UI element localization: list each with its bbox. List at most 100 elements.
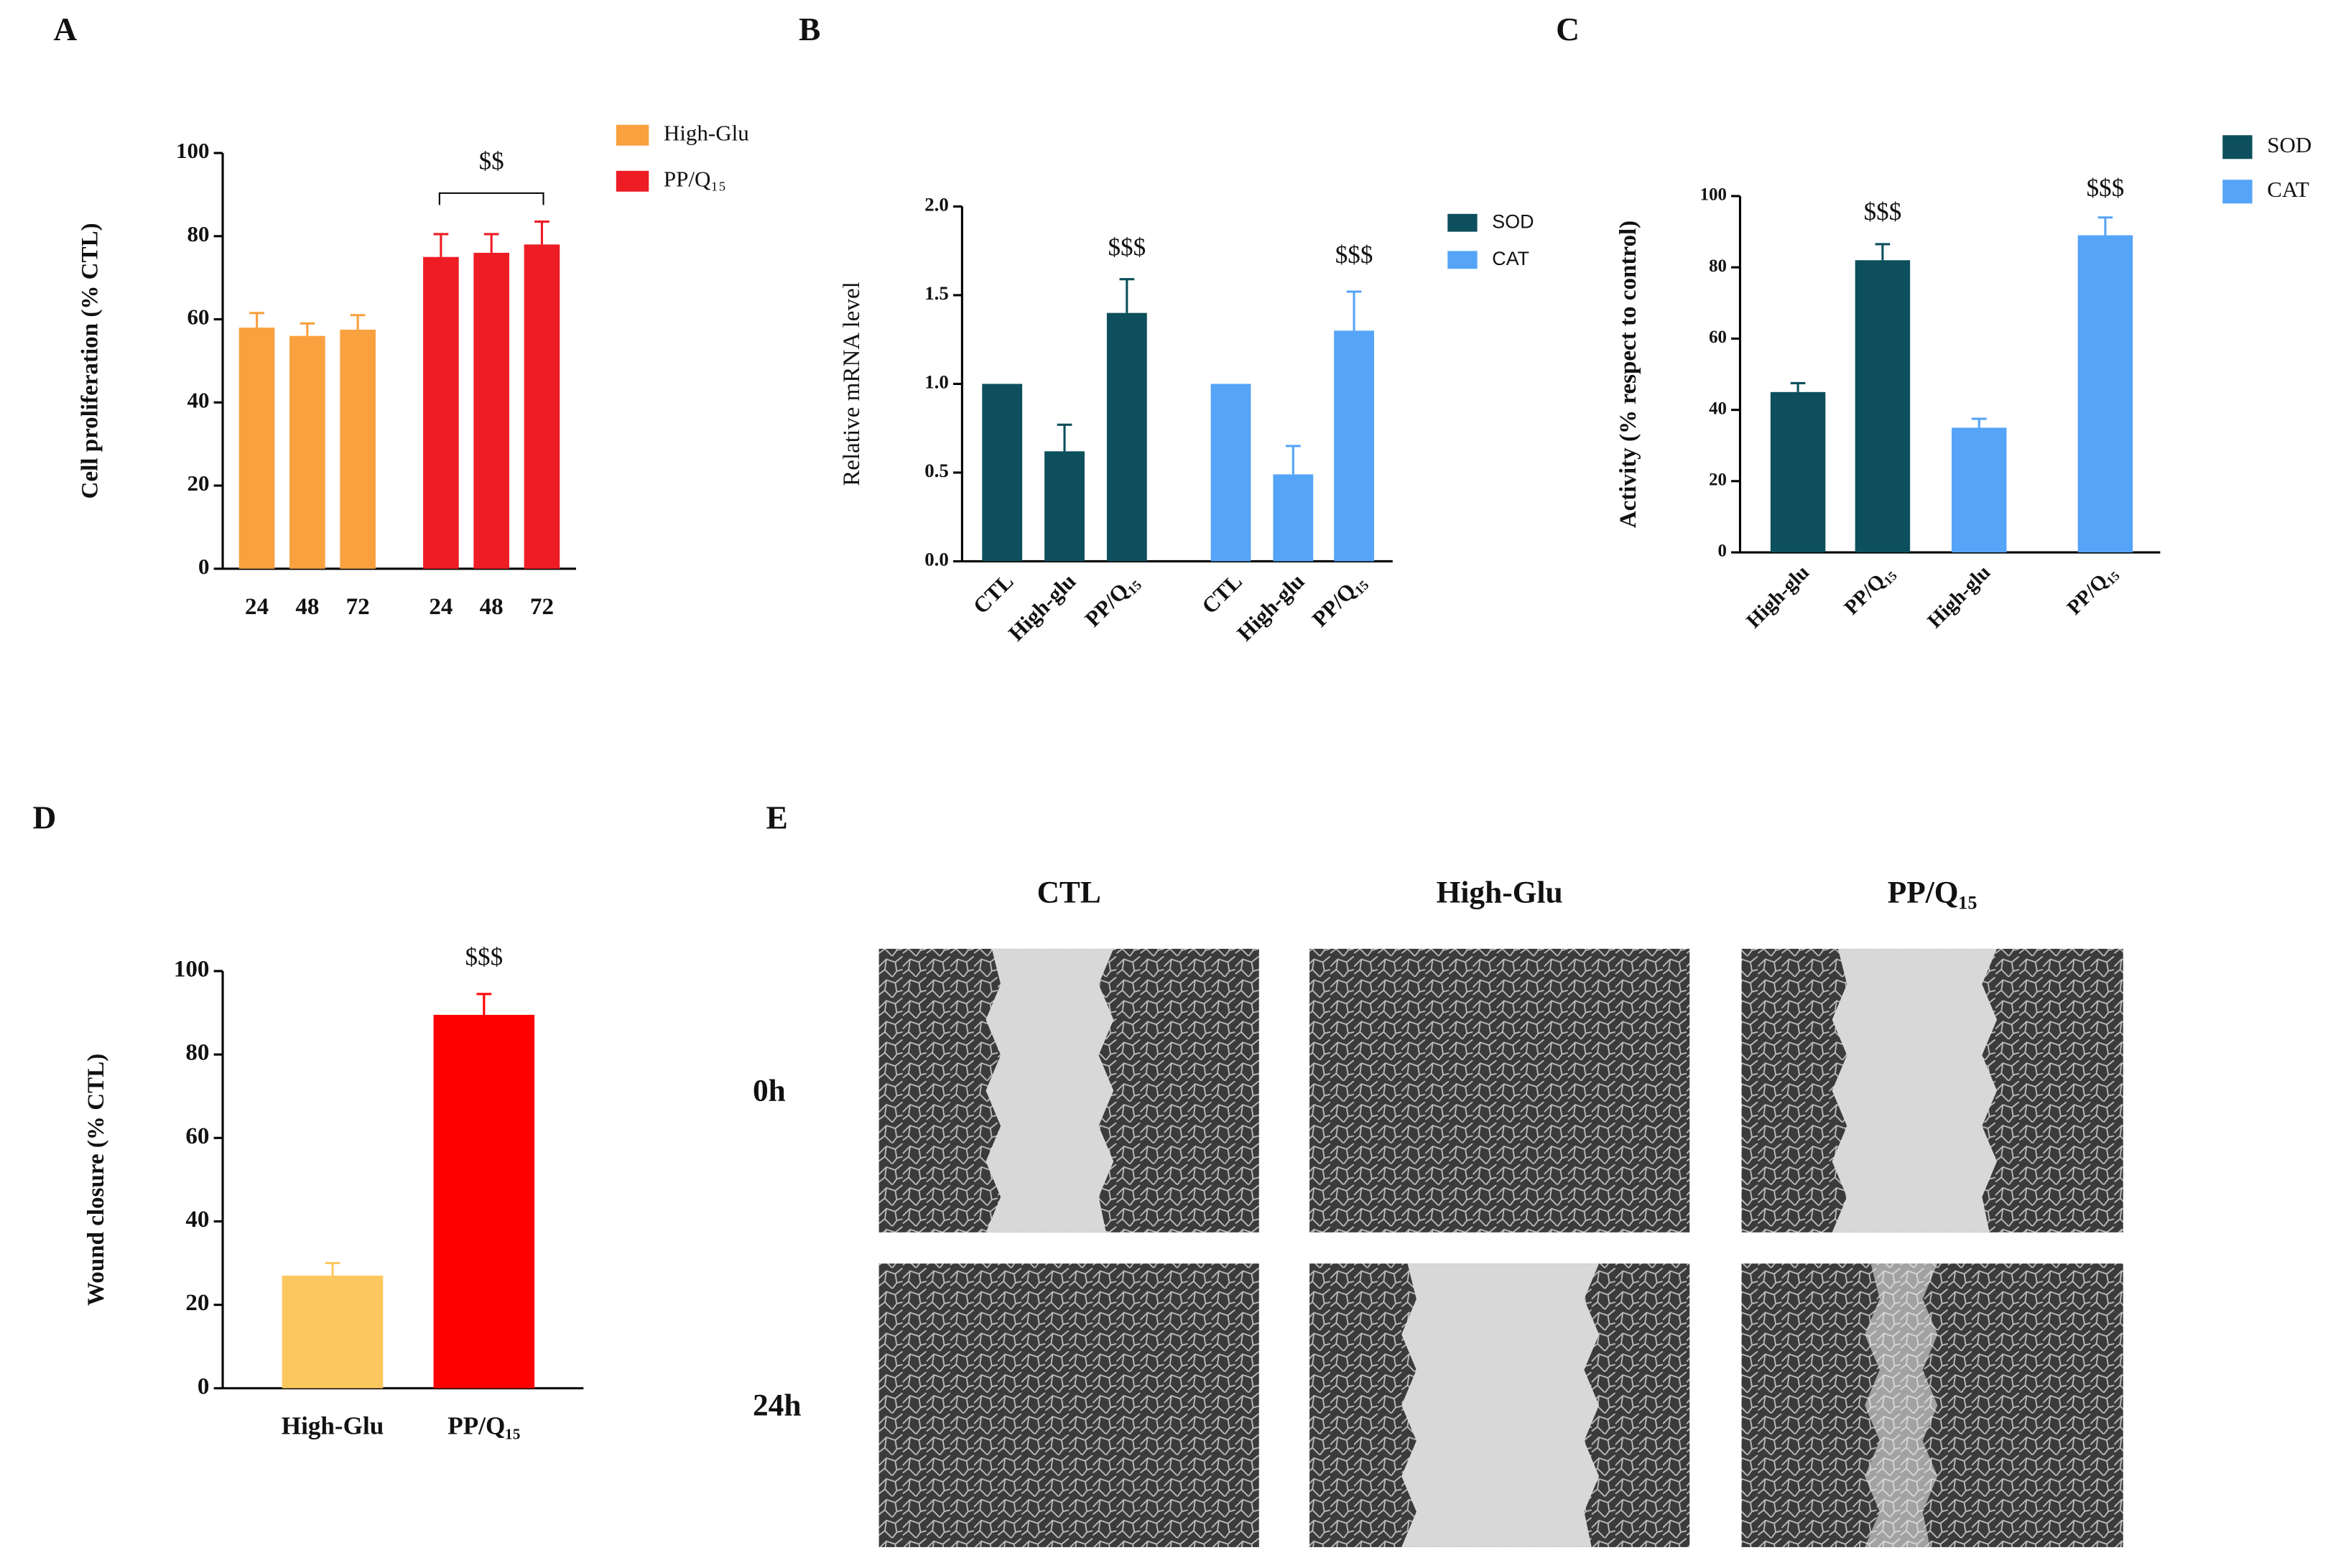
legend-swatch	[1447, 213, 1478, 232]
column-header: PP/Q₁₅	[1888, 875, 1977, 909]
bar	[1106, 312, 1147, 562]
legend-swatch	[1447, 251, 1478, 269]
y-tick-label: 80	[187, 221, 209, 246]
significance-bracket	[438, 192, 544, 205]
x-tick-label: High-glu	[1742, 561, 1814, 633]
y-tick-label: 40	[187, 387, 209, 412]
bar	[238, 328, 275, 569]
annotation: $$$	[1335, 241, 1373, 269]
legend-label: SOD	[2267, 132, 2311, 157]
panel-label: B	[799, 11, 820, 47]
x-tick-label: 72	[346, 594, 370, 620]
legend-swatch	[616, 124, 649, 146]
column-header: CTL	[1037, 875, 1101, 909]
bar	[289, 335, 325, 569]
x-tick-label: CTL	[968, 568, 1019, 618]
bar	[282, 1275, 384, 1388]
x-tick-label: High-glu	[1923, 561, 1995, 633]
y-axis-label: Wound closure (% CTL)	[83, 1054, 109, 1306]
bar	[1273, 474, 1314, 562]
annotation: $$$	[1108, 233, 1146, 261]
y-tick-label: 40	[1709, 399, 1727, 418]
x-tick-label: High-glu	[1232, 568, 1309, 646]
y-tick-label: 60	[187, 305, 209, 330]
x-tick-label: CTL	[1197, 568, 1247, 618]
legend-label: CAT	[2267, 177, 2309, 202]
y-tick-label: 1.0	[924, 371, 949, 393]
bar	[473, 252, 509, 569]
y-tick-label: 60	[185, 1123, 209, 1149]
legend-swatch	[616, 170, 649, 192]
x-tick-label: PP/Q₁₅	[2063, 561, 2121, 619]
panel-label: E	[766, 799, 788, 836]
annotation: $$$	[1864, 198, 1902, 226]
x-tick-label: High-glu	[1003, 568, 1081, 646]
bar	[340, 330, 376, 569]
chart-panel: D 0 20 40 60 80 100 Wound closure (% CTL) High-G…	[32, 799, 584, 1440]
legend-swatch	[2222, 135, 2253, 159]
y-tick-label: 80	[1709, 256, 1727, 276]
y-tick-label: 20	[185, 1290, 209, 1316]
bar	[1770, 391, 1826, 553]
y-tick-label: 1.5	[924, 282, 949, 304]
chart-panel: A 0 20 40 60 80 100 Cell proliferation (% CTL) 2…	[53, 11, 748, 620]
y-tick-label: 40	[185, 1207, 209, 1233]
y-tick-label: 80	[185, 1040, 209, 1066]
annotation: $$	[479, 147, 504, 175]
y-axis-label: Activity (% respect to control)	[1615, 221, 1641, 528]
bar	[1334, 330, 1374, 562]
bar	[1952, 427, 2007, 553]
annotation: $$$	[465, 942, 503, 970]
y-tick-label: 100	[174, 957, 210, 983]
row-label: 0h	[753, 1073, 786, 1108]
bar	[2077, 235, 2133, 553]
bar	[524, 244, 560, 569]
y-tick-label: 0.5	[924, 460, 949, 481]
x-tick-label: 24	[245, 594, 269, 620]
x-tick-label: 72	[530, 594, 554, 620]
panel-label: D	[32, 799, 56, 836]
y-axis-label: Cell proliferation (% CTL)	[78, 223, 103, 498]
wound-gap	[986, 948, 1114, 1233]
micrograph	[1309, 948, 1690, 1233]
y-tick-label: 100	[176, 138, 209, 163]
legend-swatch	[2222, 180, 2253, 204]
y-tick-label: 20	[1709, 470, 1727, 490]
row-label: 24h	[753, 1388, 802, 1423]
y-tick-label: 100	[1700, 185, 1727, 205]
x-tick-label: 48	[480, 594, 504, 620]
x-tick-label: PP/Q₁₅	[1307, 568, 1371, 631]
y-tick-label: 0	[1717, 542, 1726, 561]
y-tick-label: 0	[198, 1373, 210, 1399]
legend-label: CAT	[1492, 248, 1529, 269]
column-header: High-Glu	[1437, 875, 1563, 909]
legend-label: SOD	[1492, 210, 1534, 232]
image-panel: E CTL High-Glu PP/Q₁₅ 0h 24h	[753, 799, 2123, 1547]
bar	[1855, 260, 1911, 553]
legend-label: PP/Q₁₅	[664, 166, 726, 191]
x-tick-label: 48	[295, 594, 319, 620]
bar	[433, 1014, 535, 1388]
wound-gap	[1832, 948, 1998, 1233]
x-tick-label: 24	[429, 594, 453, 620]
chart-panel: C 0 20 40 60 80 100 Activity (% respect to cont…	[1556, 11, 2311, 633]
wound-gap	[1401, 1263, 1600, 1547]
x-tick-label: PP/Q₁₅	[1840, 561, 1898, 619]
x-tick-label: High-Glu	[282, 1412, 384, 1440]
bar	[1210, 384, 1251, 562]
panel-label: A	[53, 11, 77, 47]
y-tick-label: 20	[187, 470, 209, 496]
y-tick-label: 60	[1709, 328, 1727, 347]
y-axis-label: Relative mRNA level	[839, 282, 865, 486]
y-tick-label: 0.0	[924, 549, 949, 570]
bar	[1044, 451, 1085, 562]
y-tick-label: 0	[198, 554, 209, 579]
annotation: $$$	[2087, 174, 2125, 202]
wound-gap	[1865, 1263, 1938, 1547]
panel-label: C	[1556, 11, 1580, 47]
bar	[423, 256, 459, 569]
bar	[982, 384, 1023, 562]
x-tick-label: PP/Q₁₅	[447, 1412, 520, 1440]
